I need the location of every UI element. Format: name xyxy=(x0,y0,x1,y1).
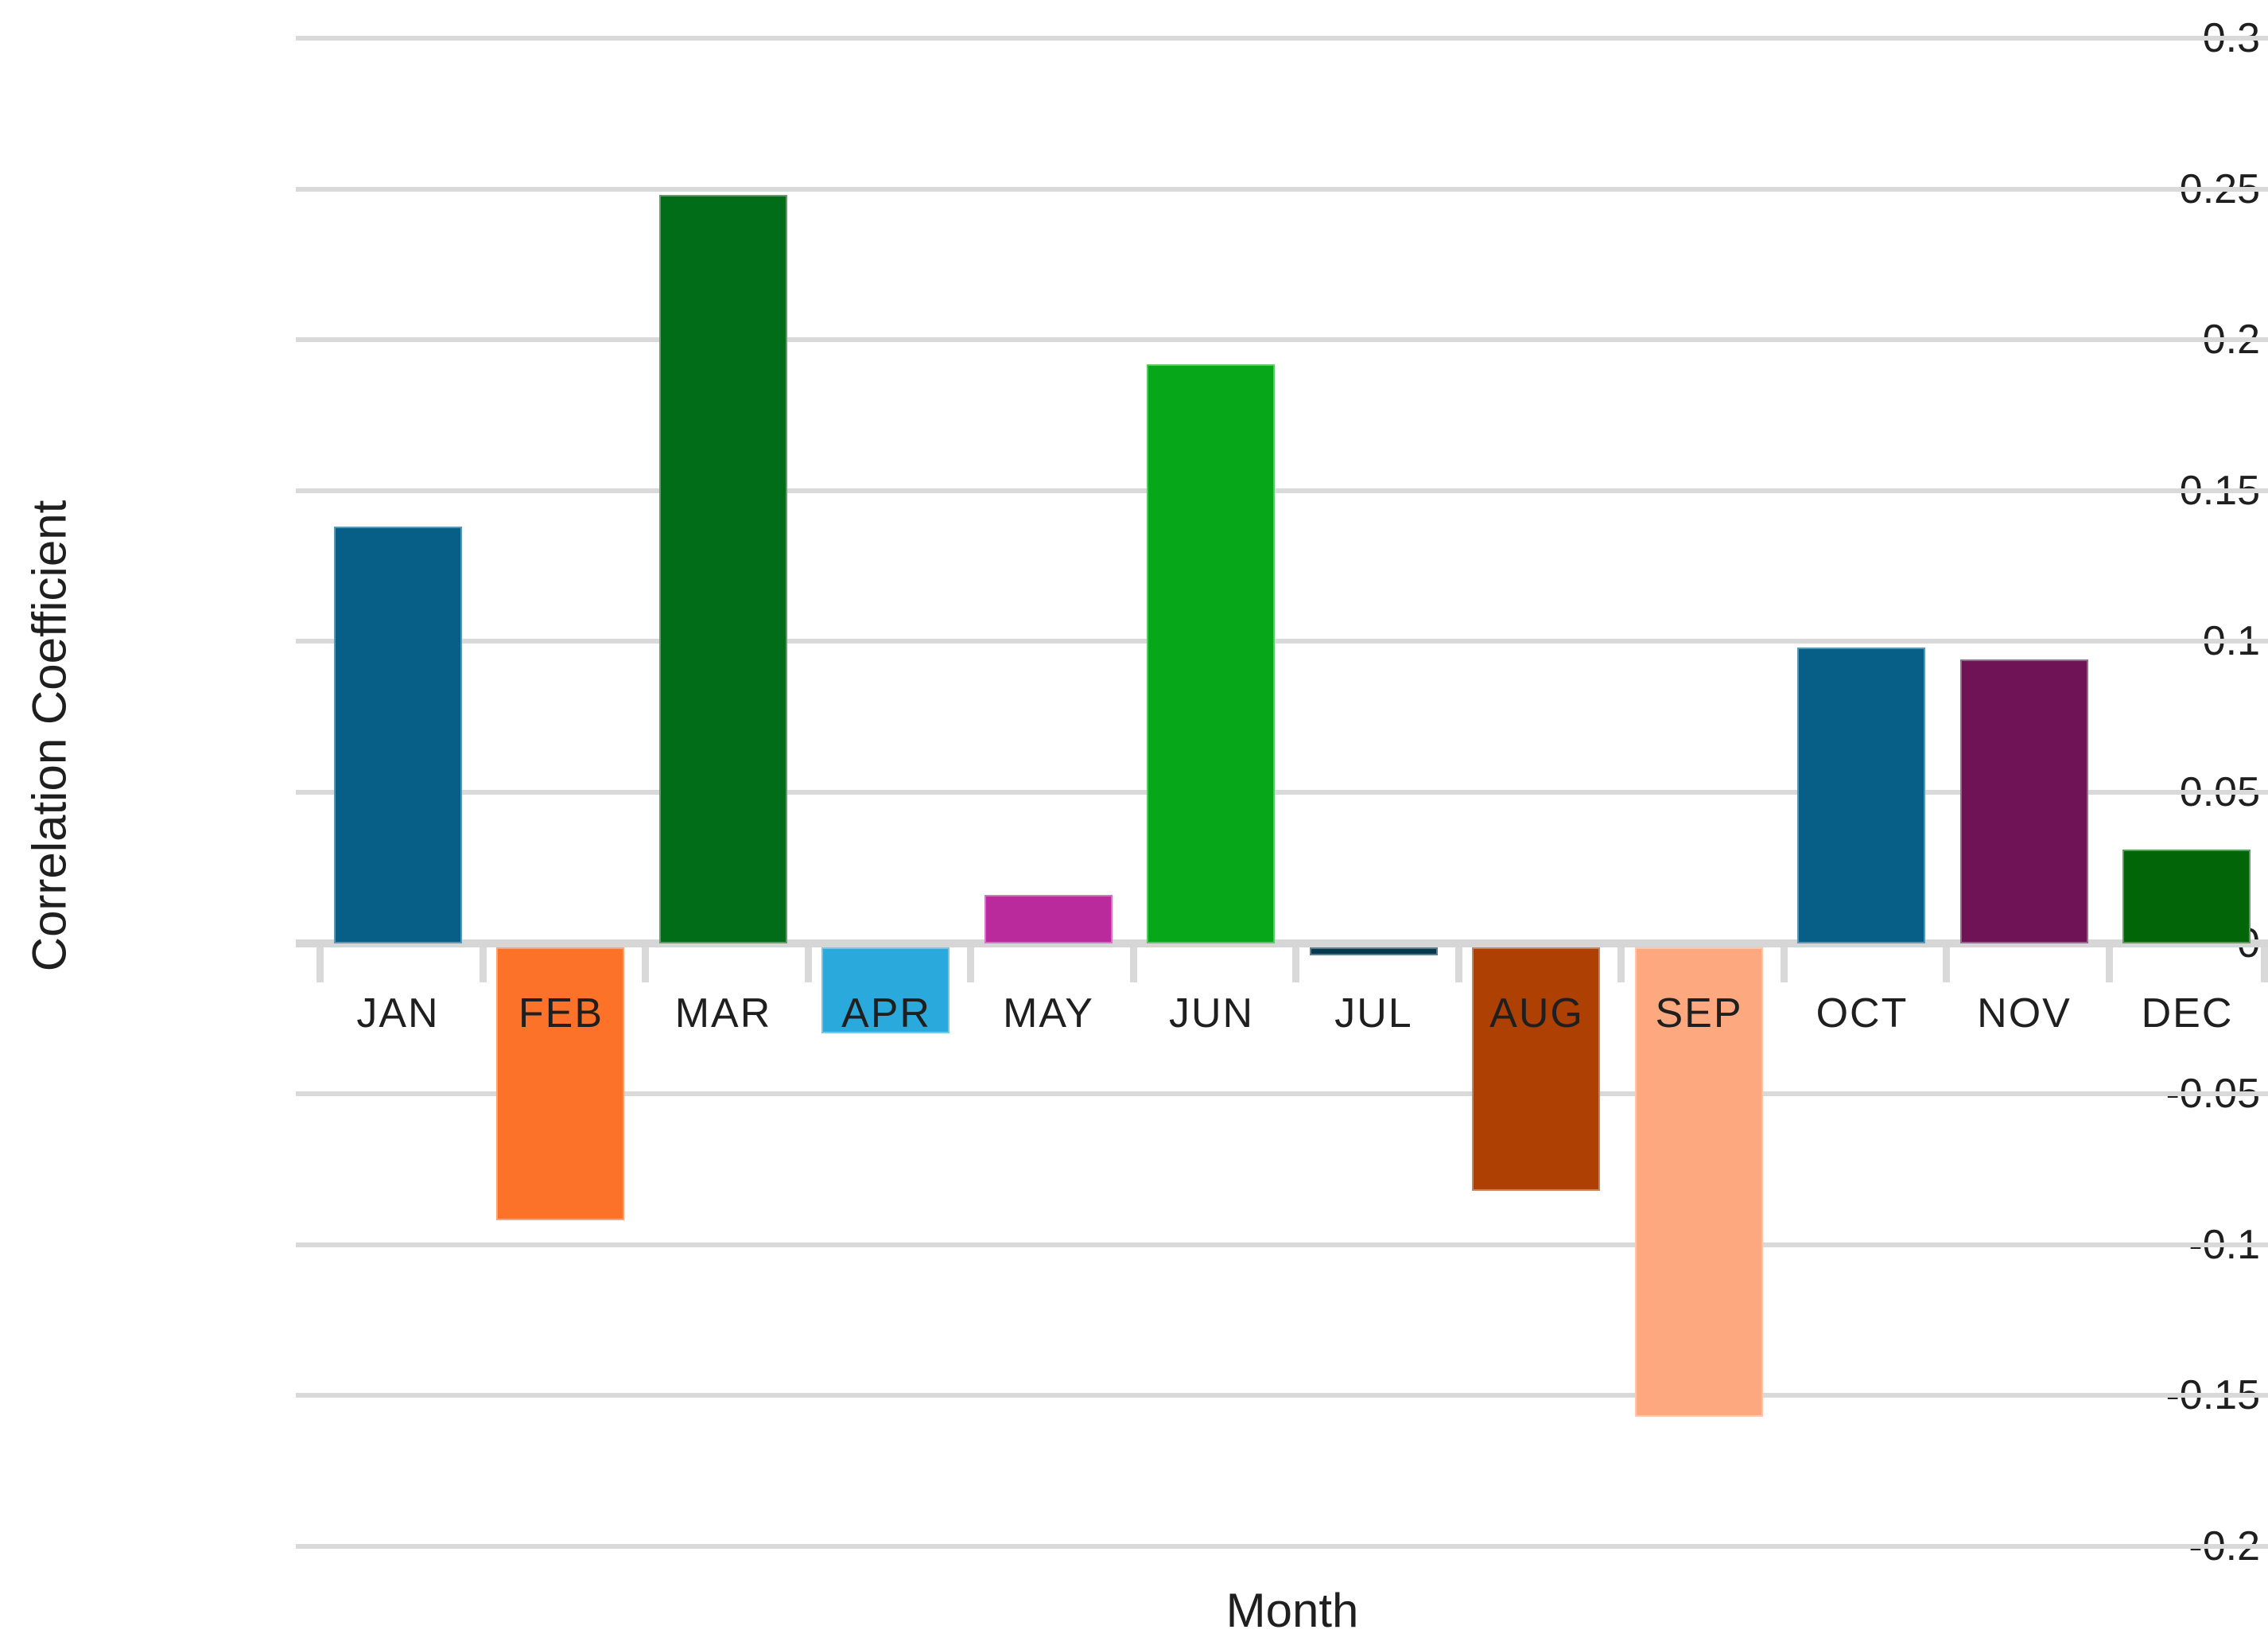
bar-mar xyxy=(659,195,787,943)
x-category-label-feb: FEB xyxy=(518,990,604,1036)
gridline-0.15 xyxy=(296,488,2268,493)
bar-aug xyxy=(1472,947,1600,1191)
bar-feb xyxy=(496,947,624,1221)
gridline-0.05 xyxy=(296,790,2268,795)
gridline--0.15 xyxy=(296,1393,2268,1398)
x-axis-tick xyxy=(642,947,649,982)
x-axis-tick xyxy=(1130,947,1137,982)
x-category-label-nov: NOV xyxy=(1977,990,2072,1036)
x-axis-tick xyxy=(480,947,487,982)
bar-dec xyxy=(2122,850,2251,943)
x-axis-tick xyxy=(1781,947,1788,982)
x-axis-tick xyxy=(2261,947,2268,982)
bar-jul xyxy=(1310,947,1438,955)
x-axis-tick xyxy=(1455,947,1462,982)
y-axis-title: Correlation Coefficient xyxy=(22,500,76,972)
gridline--0.2 xyxy=(296,1544,2268,1549)
plot-area: JAN FEB MAR APR MAY JUN JUL AUG SEP OCT NOV DEC xyxy=(296,36,2268,1549)
bar-jun xyxy=(1147,364,1275,943)
x-axis-title: Month xyxy=(1225,1584,1359,1637)
bar-jan xyxy=(334,527,462,943)
bar-oct xyxy=(1797,647,1925,943)
x-axis-tick xyxy=(1292,947,1299,982)
gridline--0.05 xyxy=(296,1091,2268,1097)
x-category-label-jan: JAN xyxy=(356,990,440,1036)
bar-may xyxy=(984,894,1113,943)
bar-apr xyxy=(821,947,950,1034)
x-axis-tick xyxy=(967,947,974,982)
x-category-label-jul: JUL xyxy=(1334,990,1413,1036)
bar-sep xyxy=(1635,947,1763,1417)
x-category-label-oct: OCT xyxy=(1816,990,1909,1036)
x-category-label-may: MAY xyxy=(1003,990,1094,1036)
x-category-label-dec: DEC xyxy=(2141,990,2234,1036)
x-axis-tick xyxy=(1618,947,1625,982)
x-axis-tick xyxy=(2106,947,2113,982)
x-category-label-sep: SEP xyxy=(1655,990,1743,1036)
gridline-0.25 xyxy=(296,186,2268,192)
x-axis-tick xyxy=(317,947,324,982)
x-category-label-apr: APR xyxy=(841,990,931,1036)
x-category-label-mar: MAR xyxy=(674,990,772,1036)
bar-nov xyxy=(1960,659,2088,943)
x-axis-tick xyxy=(1943,947,1950,982)
x-axis-tick xyxy=(805,947,812,982)
x-category-label-jun: JUN xyxy=(1168,990,1255,1036)
gridline--0.1 xyxy=(296,1242,2268,1247)
x-category-label-aug: AUG xyxy=(1489,990,1584,1036)
x-axis-line xyxy=(296,939,2268,947)
gridline-0.2 xyxy=(296,337,2268,343)
gridline-0.1 xyxy=(296,639,2268,644)
gridline-0.3 xyxy=(296,36,2268,41)
